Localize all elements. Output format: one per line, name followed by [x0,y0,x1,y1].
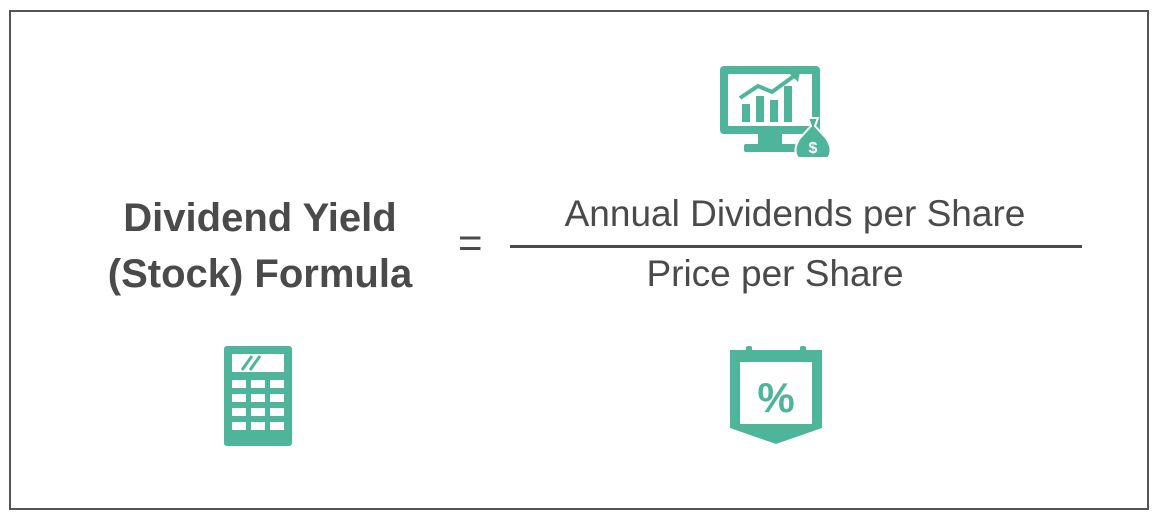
formula-title-line1: Dividend Yield [123,196,397,240]
formula-card [9,10,1149,510]
money-bag-icon: $ [794,117,832,159]
percent-sign: % [757,374,794,421]
formula-title-line2: (Stock) Formula [107,252,413,296]
percent-tag-icon: % [730,346,822,444]
monitor-chart-icon: $ [720,66,832,159]
equals-sign: = [458,219,483,266]
dollar-sign: $ [809,140,818,157]
calculator-icon [224,346,292,446]
denominator-text: Price per Share [646,253,904,294]
fraction-bar [510,245,1082,248]
numerator-text: Annual Dividends per Share [564,193,1026,234]
formula-title: Dividend Yield (Stock) Formula [70,190,450,302]
